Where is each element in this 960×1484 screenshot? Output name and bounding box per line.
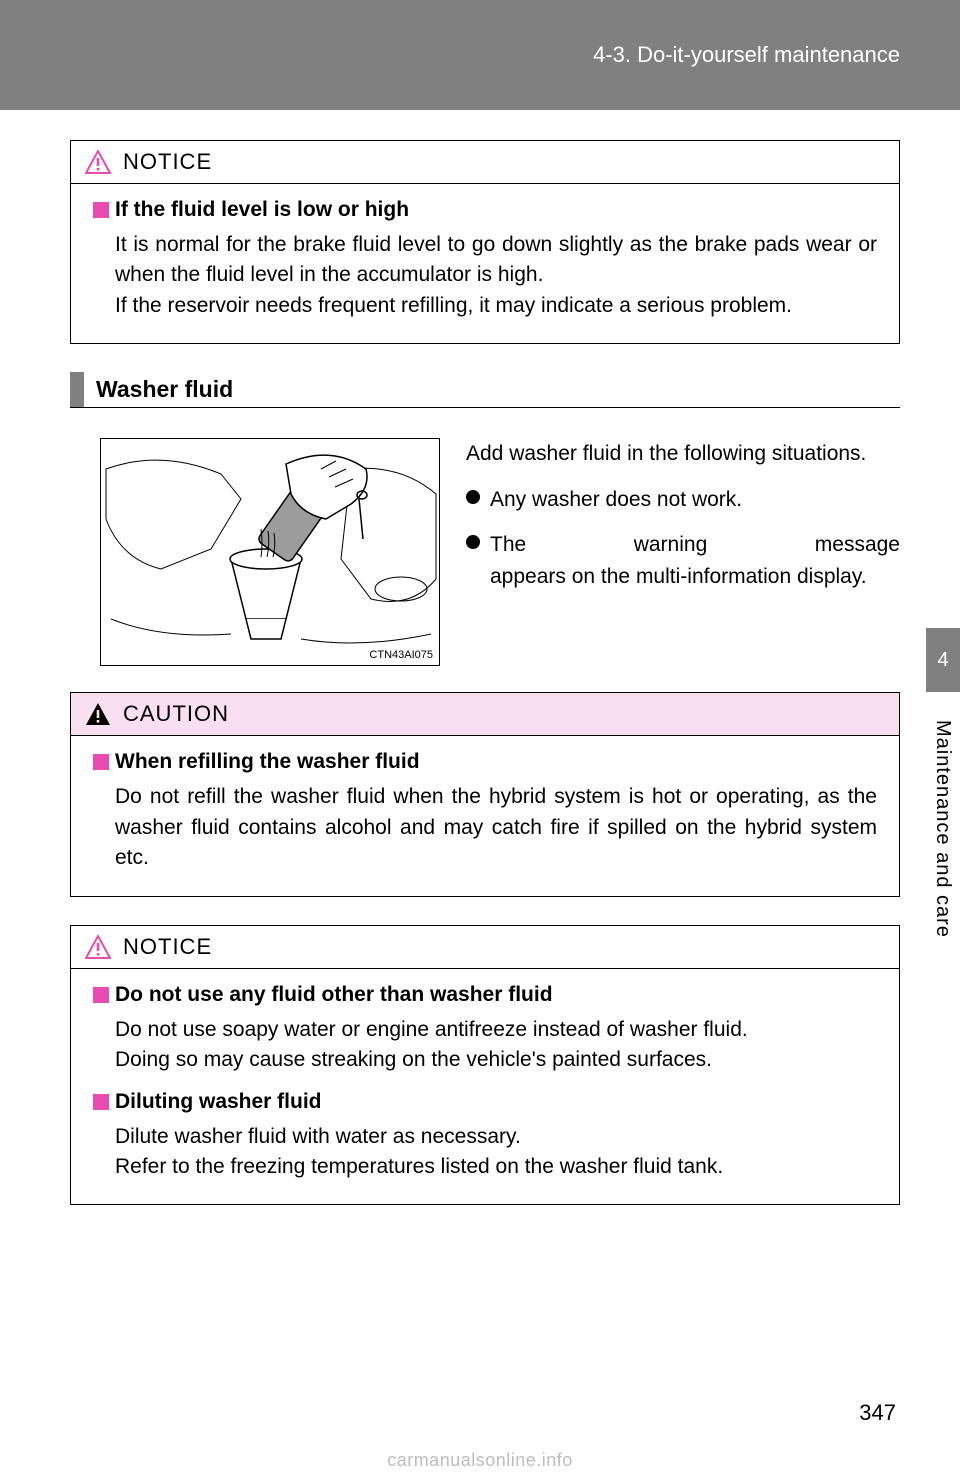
page-content: NOTICE If the fluid level is low or high… xyxy=(0,110,960,1205)
page-number: 347 xyxy=(859,1400,896,1426)
item-heading-row: If the fluid level is low or high xyxy=(93,198,877,222)
caution-box: CAUTION When refilling the washer fluid … xyxy=(70,692,900,896)
alert-triangle-solid-icon xyxy=(85,702,111,726)
section-tab-icon xyxy=(70,372,84,407)
section-heading: Washer fluid xyxy=(70,372,900,408)
item-heading-row: Diluting washer fluid xyxy=(93,1090,877,1114)
bullet-text: Any washer does not work. xyxy=(490,484,742,516)
notice-body: Do not use any fluid other than washer f… xyxy=(71,969,899,1205)
item-text: Refer to the freezing temperatures liste… xyxy=(115,1152,877,1182)
bullet-item: Any washer does not work. xyxy=(466,484,900,516)
item-heading-row: When refilling the washer fluid xyxy=(93,750,877,774)
pink-square-icon xyxy=(93,987,109,1003)
pink-square-icon xyxy=(93,202,109,218)
bullet-item: The warning message appears on the multi-i… xyxy=(466,529,900,592)
bullet-text: The warning message appears on the multi-i… xyxy=(490,529,900,592)
chapter-number: 4 xyxy=(937,649,948,672)
t: message xyxy=(815,529,900,561)
bullet-text-cont: appears on the multi-information display… xyxy=(490,561,900,593)
item-text: Dilute washer fluid with water as necess… xyxy=(115,1122,877,1152)
bullet-icon xyxy=(466,535,480,549)
side-chapter-label: Maintenance and care xyxy=(931,720,954,938)
item-text: Do not refill the washer fluid when the … xyxy=(115,782,877,873)
item-title: If the fluid level is low or high xyxy=(115,198,409,222)
t: warning xyxy=(634,529,708,561)
figure-code: CTN43AI075 xyxy=(369,649,433,661)
caution-label: CAUTION xyxy=(123,701,229,727)
washer-fluid-figure: CTN43AI075 xyxy=(100,438,440,666)
header-band: 4-3. Do-it-yourself maintenance xyxy=(0,0,960,110)
washer-intro: Add washer fluid in the following situat… xyxy=(466,438,900,470)
bullet-icon xyxy=(466,490,480,504)
item-title: When refilling the washer fluid xyxy=(115,750,420,774)
caution-header: CAUTION xyxy=(71,693,899,736)
item-text: Do not use soapy water or engine antifre… xyxy=(115,1015,877,1045)
side-chapter-tab: 4 xyxy=(926,628,960,692)
washer-illustration-icon xyxy=(101,439,440,666)
item-text: If the reservoir needs frequent refillin… xyxy=(115,291,877,321)
notice-header: NOTICE xyxy=(71,141,899,184)
notice-box-washer: NOTICE Do not use any fluid other than w… xyxy=(70,925,900,1206)
watermark: carmanualsonline.info xyxy=(0,1450,960,1471)
washer-fluid-row: CTN43AI075 Add washer fluid in the follo… xyxy=(70,438,900,666)
notice-header: NOTICE xyxy=(71,926,899,969)
notice-body: If the fluid level is low or high It is … xyxy=(71,184,899,343)
section-title: Washer fluid xyxy=(96,372,233,407)
item-text: Doing so may cause streaking on the vehi… xyxy=(115,1045,877,1075)
item-title: Diluting washer fluid xyxy=(115,1090,322,1114)
t: The xyxy=(490,529,526,561)
chapter-title: 4-3. Do-it-yourself maintenance xyxy=(593,42,900,68)
notice-box-fluid-level: NOTICE If the fluid level is low or high… xyxy=(70,140,900,344)
alert-triangle-outline-icon xyxy=(85,150,111,174)
pink-square-icon xyxy=(93,754,109,770)
notice-label: NOTICE xyxy=(123,934,212,960)
item-title: Do not use any fluid other than washer f… xyxy=(115,983,553,1007)
pink-square-icon xyxy=(93,1094,109,1110)
item-heading-row: Do not use any fluid other than washer f… xyxy=(93,983,877,1007)
alert-triangle-outline-icon xyxy=(85,935,111,959)
washer-text-block: Add washer fluid in the following situat… xyxy=(466,438,900,666)
item-text: It is normal for the brake fluid level t… xyxy=(115,230,877,291)
caution-body: When refilling the washer fluid Do not r… xyxy=(71,736,899,895)
notice-label: NOTICE xyxy=(123,149,212,175)
